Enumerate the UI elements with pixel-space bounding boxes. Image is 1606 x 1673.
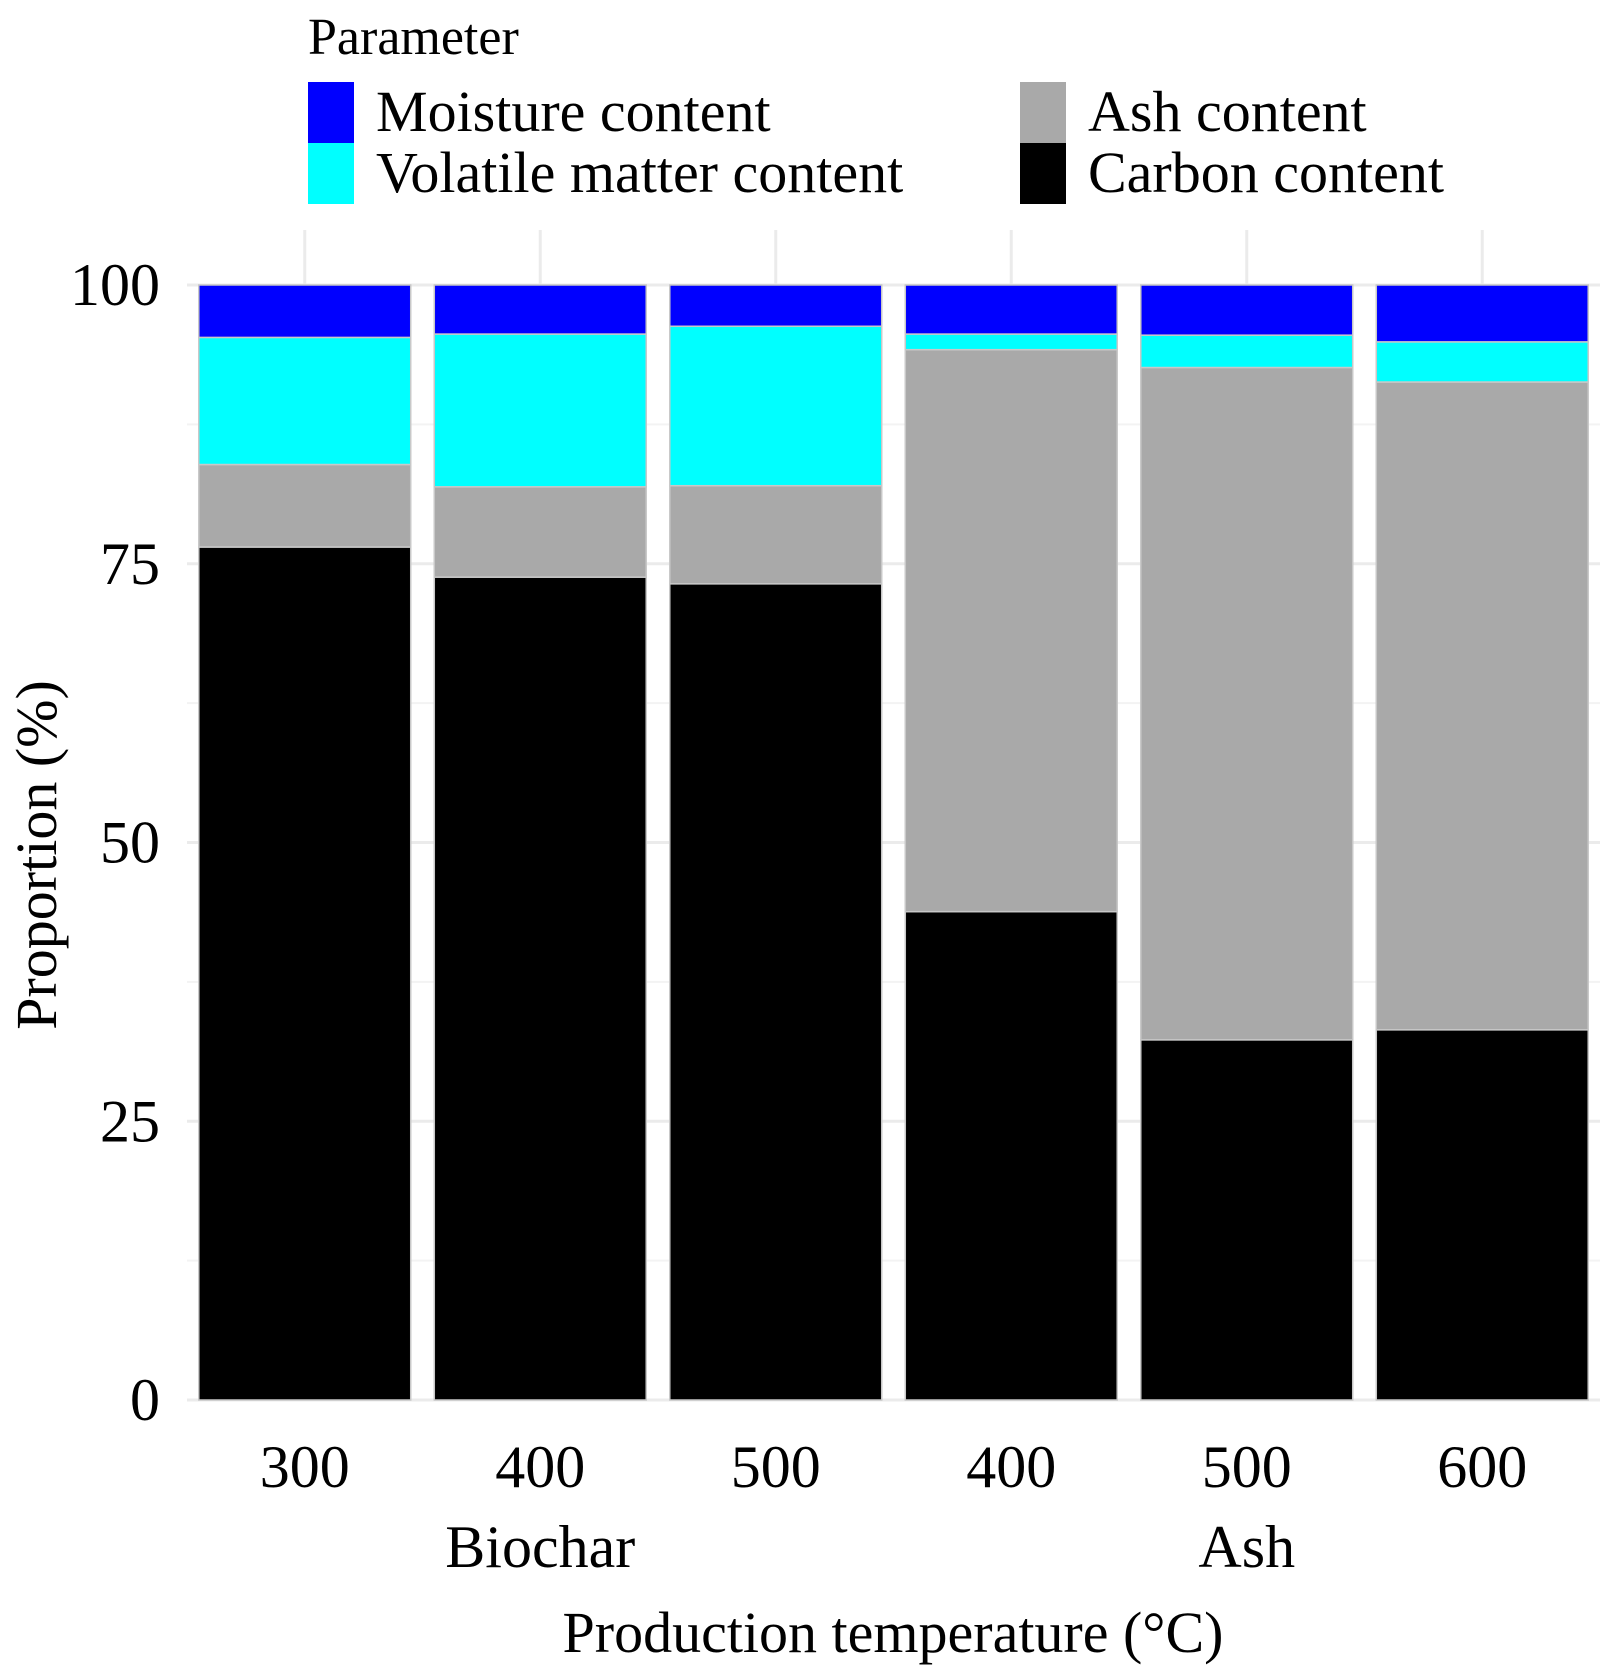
bar-segment-ash-content [198,463,412,548]
legend-key-moisture-content [308,82,354,143]
legend-label-ash-content: Ash content [1088,79,1367,144]
y-tick-label: 50 [100,810,160,876]
y-tick-label: 25 [100,1088,160,1154]
bar-segment-volatile-matter-content [904,333,1118,351]
legend-label-moisture-content: Moisture content [376,79,771,144]
bar-segment-volatile-matter-content [433,333,647,488]
bar-segment-moisture-content [433,284,647,335]
x-tick-label: 300 [260,1434,350,1500]
bar-segment-moisture-content [904,284,1118,335]
bar-segment-volatile-matter-content [198,336,412,466]
bar-segment-carbon-content [904,910,1118,1401]
x-axis-title: Production temperature (°C) [563,1600,1224,1665]
x-tick-label: 600 [1437,1434,1527,1500]
bar-segment-volatile-matter-content [1140,334,1354,369]
legend-key-volatile-matter-content [308,143,354,204]
bar-segment-carbon-content [669,583,883,1401]
bar-segment-ash-content [1140,366,1354,1041]
bar-segment-moisture-content [1140,284,1354,336]
x-tick-label: 500 [731,1434,821,1500]
bar-segment-ash-content [1375,381,1589,1031]
x-group-label: Biochar [445,1514,635,1580]
bar-segment-ash-content [433,486,647,578]
bar-segment-moisture-content [669,284,883,328]
bar-segment-ash-content [904,348,1118,913]
bar-segment-carbon-content [1375,1029,1589,1401]
x-tick-label: 400 [966,1434,1056,1500]
axes: 0 25 50 75 100 300 400 500 400 500 600 Biochar Ash [70,252,1527,1580]
legend-key-carbon-content [1020,143,1066,204]
x-tick-label: 400 [495,1434,585,1500]
bars [198,284,1589,1401]
bar-segment-carbon-content [198,546,412,1401]
legend-label-carbon-content: Carbon content [1088,140,1444,205]
bar-segment-volatile-matter-content [1375,341,1589,383]
x-tick-label: 500 [1202,1434,1292,1500]
bar-segment-carbon-content [433,576,647,1401]
bar-segment-ash-content [669,484,883,585]
y-tick-label: 0 [130,1367,160,1433]
y-tick-label: 75 [100,531,160,597]
bar-segment-carbon-content [1140,1039,1354,1401]
x-group-label: Ash [1198,1514,1295,1580]
legend: Parameter Moisture content Ash content Vol… [308,9,1444,205]
legend-label-volatile-matter-content: Volatile matter content [376,140,903,205]
legend-title: Parameter [308,9,519,66]
bar-segment-volatile-matter-content [669,325,883,487]
bar-segment-moisture-content [198,284,412,339]
y-axis-title: Proportion (%) [4,680,69,1030]
y-tick-label: 100 [70,252,160,318]
bar-segment-moisture-content [1375,284,1589,343]
legend-key-ash-content [1020,82,1066,143]
